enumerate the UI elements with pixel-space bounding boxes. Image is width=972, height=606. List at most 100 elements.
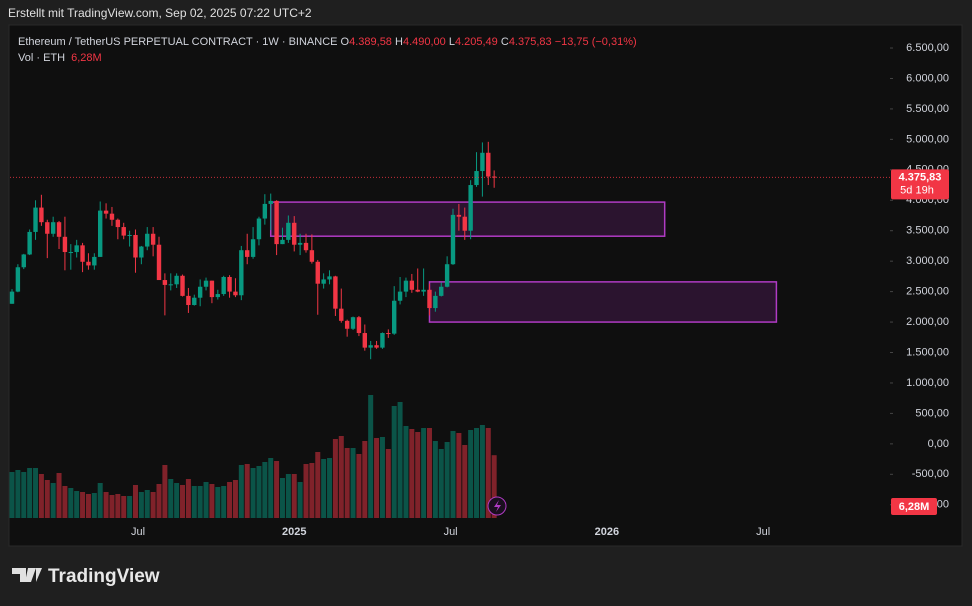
volume-bar — [62, 486, 68, 518]
candle-body — [98, 210, 103, 257]
candle-body — [86, 261, 91, 266]
volume-bar — [262, 462, 268, 518]
header: Ethereum / TetherUS PERPETUAL CONTRACT ·… — [18, 36, 637, 48]
ohlc-value: 4.389,58 — [349, 36, 392, 48]
candle-body — [180, 275, 185, 296]
ohlc-key: H — [395, 36, 403, 48]
candle-body — [315, 261, 320, 284]
y-tick-label: 0,00 — [928, 438, 949, 450]
candle-body — [15, 267, 21, 292]
volume-bar — [315, 452, 321, 518]
candle-body — [356, 317, 362, 334]
volume-bar — [180, 485, 186, 518]
y-tick-label: 500,00 — [915, 407, 949, 419]
volume-bar — [197, 486, 203, 518]
volume-bar — [485, 428, 491, 518]
y-tick-label: 6.500,00 — [906, 42, 949, 54]
volume-bar — [397, 402, 403, 518]
x-tick-label: 2026 — [595, 526, 619, 538]
candle-body — [409, 280, 415, 290]
volume-bar — [50, 483, 56, 518]
volume-bar — [21, 472, 27, 518]
candle-body — [139, 246, 144, 258]
brand: TradingView — [48, 566, 160, 587]
candle-body — [274, 200, 279, 245]
candle-body — [162, 280, 168, 285]
candle-body — [92, 256, 97, 266]
candle-body — [350, 317, 356, 329]
candle-body — [50, 222, 56, 234]
candle-body — [268, 200, 273, 204]
volume-bar — [403, 426, 409, 518]
candle-body — [174, 275, 179, 285]
zone — [428, 281, 778, 323]
volume-bar — [227, 482, 233, 518]
candle-body — [221, 277, 226, 295]
symbol-title: Ethereum / TetherUS PERPETUAL CONTRACT ·… — [18, 36, 337, 48]
candle-body — [150, 233, 156, 245]
candle-body — [456, 214, 462, 217]
y-tick-label: -500,00 — [912, 468, 949, 480]
volume-bar — [15, 470, 21, 518]
candle-body — [439, 286, 444, 296]
volume-bar — [256, 466, 262, 518]
candle-body — [303, 242, 309, 251]
candle-body — [339, 308, 344, 321]
volume-bar — [444, 442, 450, 518]
volume-bar — [368, 395, 374, 518]
volume-bar — [138, 492, 144, 518]
volume-header: Vol · ETH 6,28M — [18, 52, 102, 64]
chart-panel — [8, 24, 963, 547]
volume-value: 6,28M — [71, 52, 102, 64]
candle-body — [462, 216, 467, 231]
candle-body — [133, 234, 138, 258]
candle-body — [115, 219, 121, 228]
candle-body — [362, 333, 367, 348]
volume-bar — [127, 496, 133, 518]
volume-bar — [309, 463, 315, 518]
volume-bar — [421, 428, 427, 518]
volume-bar — [162, 465, 168, 518]
candle-body — [421, 289, 426, 292]
volume-bar — [356, 454, 362, 518]
volume-bar — [474, 428, 480, 518]
candle-body — [80, 245, 85, 262]
volume-bar — [385, 449, 391, 518]
y-tick-label: 2.000,00 — [906, 316, 949, 328]
volume-bar — [285, 474, 291, 518]
candle-body — [21, 254, 26, 268]
ohlc-key: O — [341, 36, 350, 48]
candle-body — [444, 264, 450, 287]
change: −13,75 (−0,31%) — [555, 36, 637, 48]
candle-body — [27, 231, 32, 255]
candle-body — [333, 276, 338, 309]
bolt — [494, 500, 501, 512]
volume-bar — [438, 449, 444, 518]
volume-bar — [115, 494, 121, 518]
volume-bar — [391, 406, 397, 518]
candle-body — [327, 276, 332, 280]
candle-body — [491, 176, 497, 178]
candle-body — [427, 289, 432, 309]
volume-bar — [291, 474, 297, 518]
volume-bar — [174, 483, 180, 518]
candle-body — [168, 284, 173, 286]
candle-body — [392, 300, 397, 334]
x-tick-label: Jul — [756, 526, 770, 538]
volume-bar — [344, 448, 350, 518]
candle-body — [121, 227, 126, 236]
logo: TradingView — [12, 566, 160, 587]
volume-bar — [374, 438, 380, 518]
candle-body — [368, 345, 373, 348]
candle-body — [344, 320, 350, 329]
volume-bar — [297, 482, 303, 518]
volume-bar — [27, 468, 33, 518]
volume-bar — [185, 479, 191, 518]
volume-bar — [379, 437, 385, 518]
candle-body — [197, 286, 203, 298]
ohlc-key: L — [449, 36, 455, 48]
volume-bar — [279, 478, 285, 518]
zone — [269, 201, 666, 237]
credit: Erstellt mit TradingView.com, Sep 02, 20… — [8, 6, 312, 20]
volume-bar — [232, 480, 238, 518]
